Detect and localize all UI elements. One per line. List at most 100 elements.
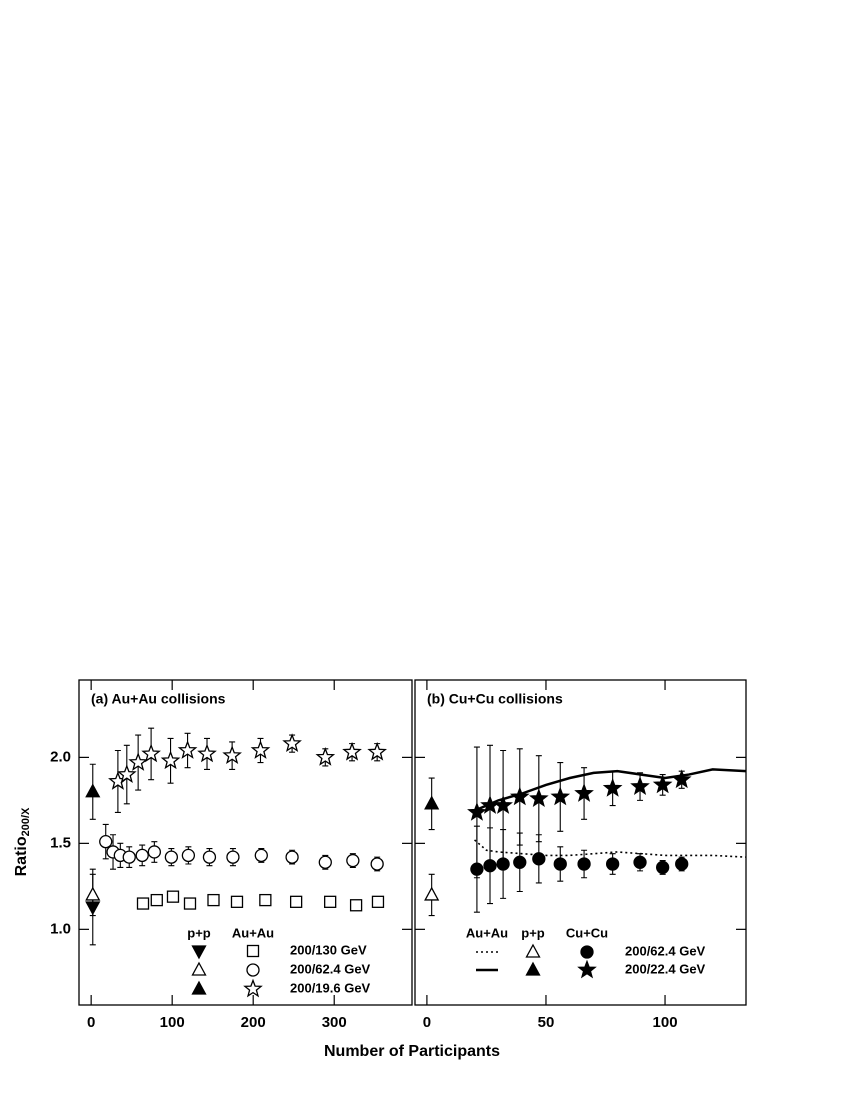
y-axis-label-sub: 200/X [20,807,32,836]
data-point [226,850,240,864]
data-point [99,834,113,849]
data-point [116,764,137,783]
data-point [553,857,567,871]
legend-header: Au+Au [466,925,508,940]
data-point [166,890,180,903]
data-point [550,786,571,806]
data-point [85,783,101,798]
data-point [254,848,268,863]
y-tick-label: 2.0 [50,748,71,765]
x-tick-label: 50 [538,1014,555,1031]
data-point [315,747,336,766]
data-point [424,886,440,901]
legend-header: p+p [521,925,545,940]
data-point [630,776,650,795]
panel-title: (a) Au+Au collisions [91,691,226,707]
data-point [513,855,527,869]
x-tick-label: 200 [241,1014,266,1031]
data-point [150,893,163,907]
plot-area [85,727,387,946]
y-axis-label-main: Ratio [13,836,30,876]
data-point [250,740,271,759]
legend-marker [243,978,263,998]
data-point [493,795,513,814]
y-tick-label: 1.0 [50,920,71,937]
data-point [652,774,673,794]
x-tick-label: 300 [322,1014,347,1031]
legend-marker [525,961,541,976]
data-point [605,857,620,871]
data-point [324,895,337,908]
plot-frame [78,679,413,1006]
data-point [202,850,217,864]
data-point [160,750,181,770]
data-point [574,783,594,802]
data-point [342,741,362,761]
data-point [147,845,162,859]
data-point [282,733,302,752]
data-point [371,895,385,908]
data-point [207,893,220,907]
panel-title: (b) Cu+Cu collisions [427,691,563,707]
data-point [128,752,148,771]
legend-header: Au+Au [232,925,274,940]
data-point [285,850,299,864]
legend-marker [191,961,207,976]
data-point [230,895,244,908]
data-point [656,860,670,875]
legend-header: p+p [187,925,211,940]
x-tick-label: 0 [423,1014,431,1031]
legend-marker [525,943,541,958]
y-tick-label: 1.5 [50,834,71,851]
data-point [164,850,179,864]
legend-marker [191,945,207,960]
legend-marker [246,944,260,958]
data-point [509,786,530,806]
legend-marker [246,963,260,977]
data-point [259,893,272,907]
data-point [177,740,198,759]
data-point [370,857,384,871]
data-point [222,745,242,765]
data-point [197,743,217,763]
y-axis-label: Ratio200/X [13,807,32,876]
plot-frame [414,679,747,1006]
data-point [318,855,332,869]
legend-marker [191,980,207,995]
data-point [85,886,101,901]
data-point [346,853,360,868]
data-point [183,897,197,910]
data-point [181,848,196,863]
data-point [671,769,692,789]
legend-label: 200/19.6 GeV [290,980,371,995]
x-tick-label: 100 [160,1014,185,1031]
legend-label: 200/130 GeV [290,942,367,957]
data-point [602,777,623,797]
data-point [141,743,161,763]
x-axis-label: Number of Participants [324,1043,500,1060]
legend-marker [577,959,597,979]
data-point [633,855,647,869]
data-point [675,857,689,871]
x-tick-label: 0 [87,1014,95,1031]
plot-area [424,744,746,917]
data-point [467,802,487,821]
data-point [349,899,363,912]
legend-label: 200/62.4 GeV [625,943,706,958]
data-point [122,850,136,864]
legend-marker [580,945,594,959]
legend-header: Cu+Cu [566,925,608,940]
x-tick-label: 100 [653,1014,678,1031]
data-point [528,788,549,808]
data-point [136,897,150,910]
data-point [367,741,387,761]
legend-label: 200/22.4 GeV [625,961,706,976]
legend-label: 200/62.4 GeV [290,961,371,976]
data-point [577,857,591,871]
data-point [135,848,149,863]
data-point [424,795,440,810]
data-point [289,895,303,908]
data-point [532,852,546,866]
